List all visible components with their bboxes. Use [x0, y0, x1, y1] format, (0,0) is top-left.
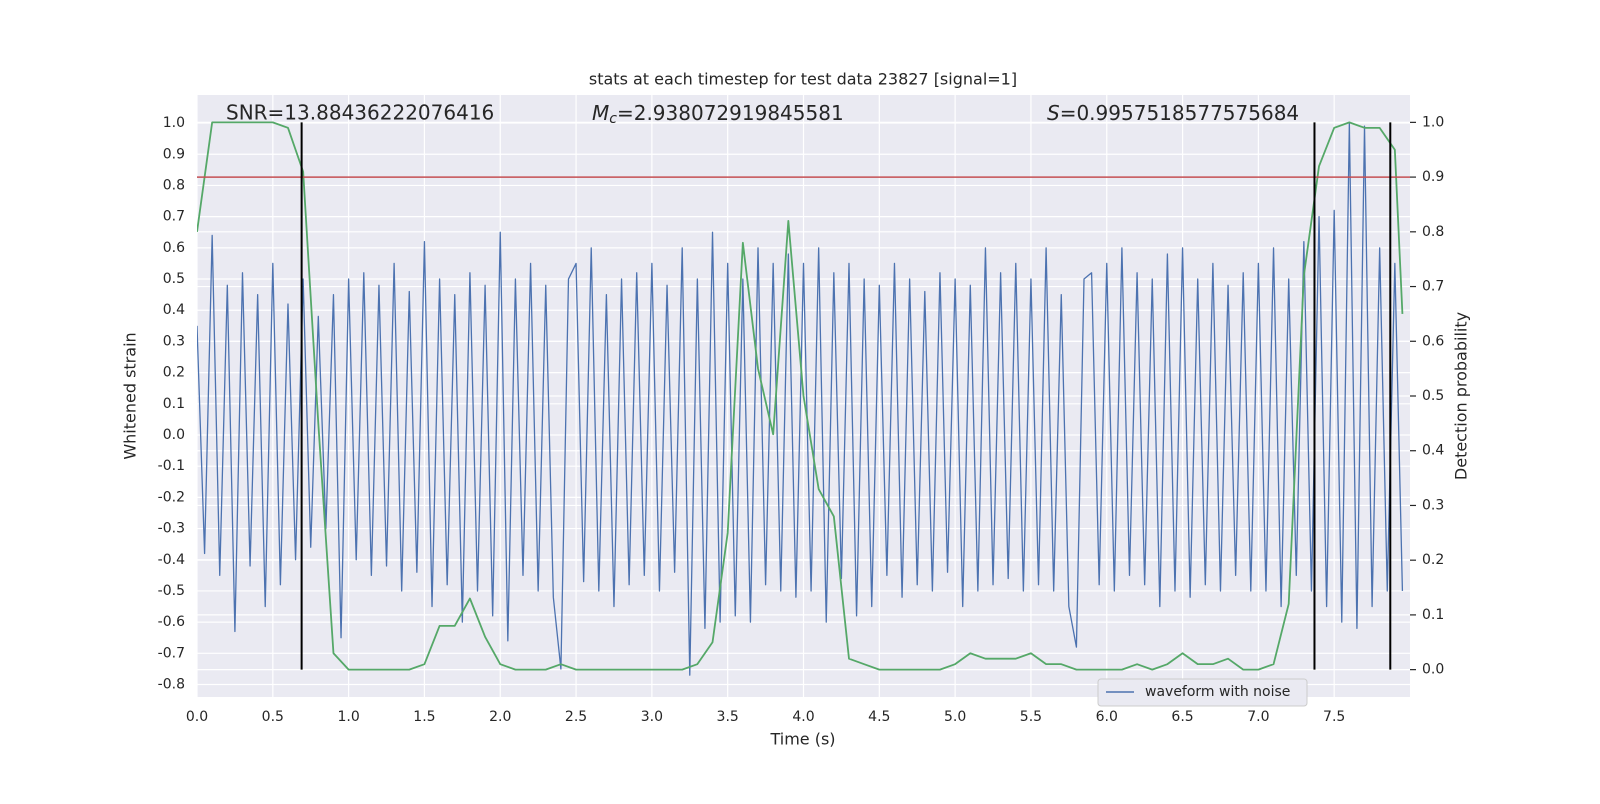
- x-tick-label: 6.5: [1171, 709, 1193, 725]
- x-axis-label: Time (s): [769, 730, 835, 749]
- y-tick-label: 0.8: [163, 177, 185, 193]
- y-tick-label: -0.7: [158, 645, 185, 661]
- y2-tick-label: 0.1: [1422, 607, 1444, 623]
- x-tick-label: 6.0: [1096, 709, 1118, 725]
- annotation: Mc=2.938072919845581: [592, 101, 844, 128]
- legend: waveform with noise: [1097, 678, 1308, 707]
- x-tick-label: 3.5: [717, 709, 739, 725]
- x-tick-label: 1.0: [337, 709, 359, 725]
- x-tick-label: 2.0: [489, 709, 511, 725]
- annotation-subscript: c: [609, 111, 617, 127]
- y-tick-label: -0.2: [158, 489, 185, 505]
- annotation-symbol: S: [1047, 101, 1060, 125]
- annotation-symbol: M: [592, 101, 609, 125]
- y-tick-label: 0.7: [163, 209, 185, 225]
- y2-tick-label: 0.4: [1422, 443, 1444, 459]
- y-tick-label: 0.9: [163, 146, 185, 162]
- y2-tick-label: 0.2: [1422, 552, 1444, 568]
- y-tick-label: 0.5: [163, 271, 185, 287]
- y2-tick-label: 0.9: [1422, 169, 1444, 185]
- annotation-text: =2.938072919845581: [617, 101, 844, 125]
- y2-tick-label: 0.3: [1422, 497, 1444, 513]
- x-tick-label: 5.0: [944, 709, 966, 725]
- y-tick-label: 0.1: [163, 396, 185, 412]
- x-tick-label: 1.5: [413, 709, 435, 725]
- y-tick-label: -0.1: [158, 458, 185, 474]
- annotation: SNR=13.88436222076416: [226, 101, 494, 125]
- y-tick-label: 0.0: [163, 427, 185, 443]
- y-tick-label: 0.6: [163, 240, 185, 256]
- y-tick-label: 1.0: [163, 115, 185, 131]
- probability-line: [197, 121, 1404, 671]
- chart-title: stats at each timestep for test data 238…: [589, 70, 1017, 89]
- y-tick-label: -0.8: [158, 677, 185, 693]
- y-tick-label: -0.3: [158, 521, 185, 537]
- x-tick-label: 0.5: [262, 709, 284, 725]
- marks: [197, 121, 1410, 676]
- y2-axis-label: Detection probability: [1452, 312, 1471, 480]
- x-tick-label: 3.0: [641, 709, 663, 725]
- annotation: S=0.9957518577575684: [1047, 101, 1299, 125]
- waveform-line: [197, 122, 1404, 676]
- legend-label: waveform with noise: [1145, 684, 1290, 700]
- y-tick-label: -0.4: [158, 552, 185, 568]
- y2-tick-label: 0.6: [1422, 333, 1444, 349]
- y-tick-label: -0.5: [158, 583, 185, 599]
- annotation-text: =0.9957518577575684: [1060, 101, 1299, 125]
- y-axis-label: Whitened strain: [121, 332, 140, 459]
- y-tick-label: -0.6: [158, 614, 185, 630]
- y-tick-label: 0.2: [163, 365, 185, 381]
- x-tick-label: 2.5: [565, 709, 587, 725]
- x-tick-label: 5.5: [1020, 709, 1042, 725]
- grid: [196, 95, 1410, 697]
- x-tick-label: 7.5: [1323, 709, 1345, 725]
- x-tick-label: 0.0: [186, 709, 208, 725]
- y2-tick-label: 0.8: [1422, 224, 1444, 240]
- y2-tick-label: 0.5: [1422, 388, 1444, 404]
- y-tick-label: 0.4: [163, 302, 185, 318]
- y-tick-label: 0.3: [163, 333, 185, 349]
- x-tick-label: 7.0: [1247, 709, 1269, 725]
- x-tick-label: 4.5: [868, 709, 890, 725]
- y2-tick-label: 0.7: [1422, 279, 1444, 295]
- y2-tick-label: 1.0: [1422, 114, 1444, 130]
- labels: 0.0 0.5 1.0 1.5 2.0 2.5 3.0 3.5 4.0 4.5 5.0 5.5 6.0 6…: [158, 114, 1445, 725]
- legend-box: [1097, 678, 1308, 707]
- y2-tick-label: 0.0: [1422, 662, 1444, 678]
- x-tick-label: 4.0: [792, 709, 814, 725]
